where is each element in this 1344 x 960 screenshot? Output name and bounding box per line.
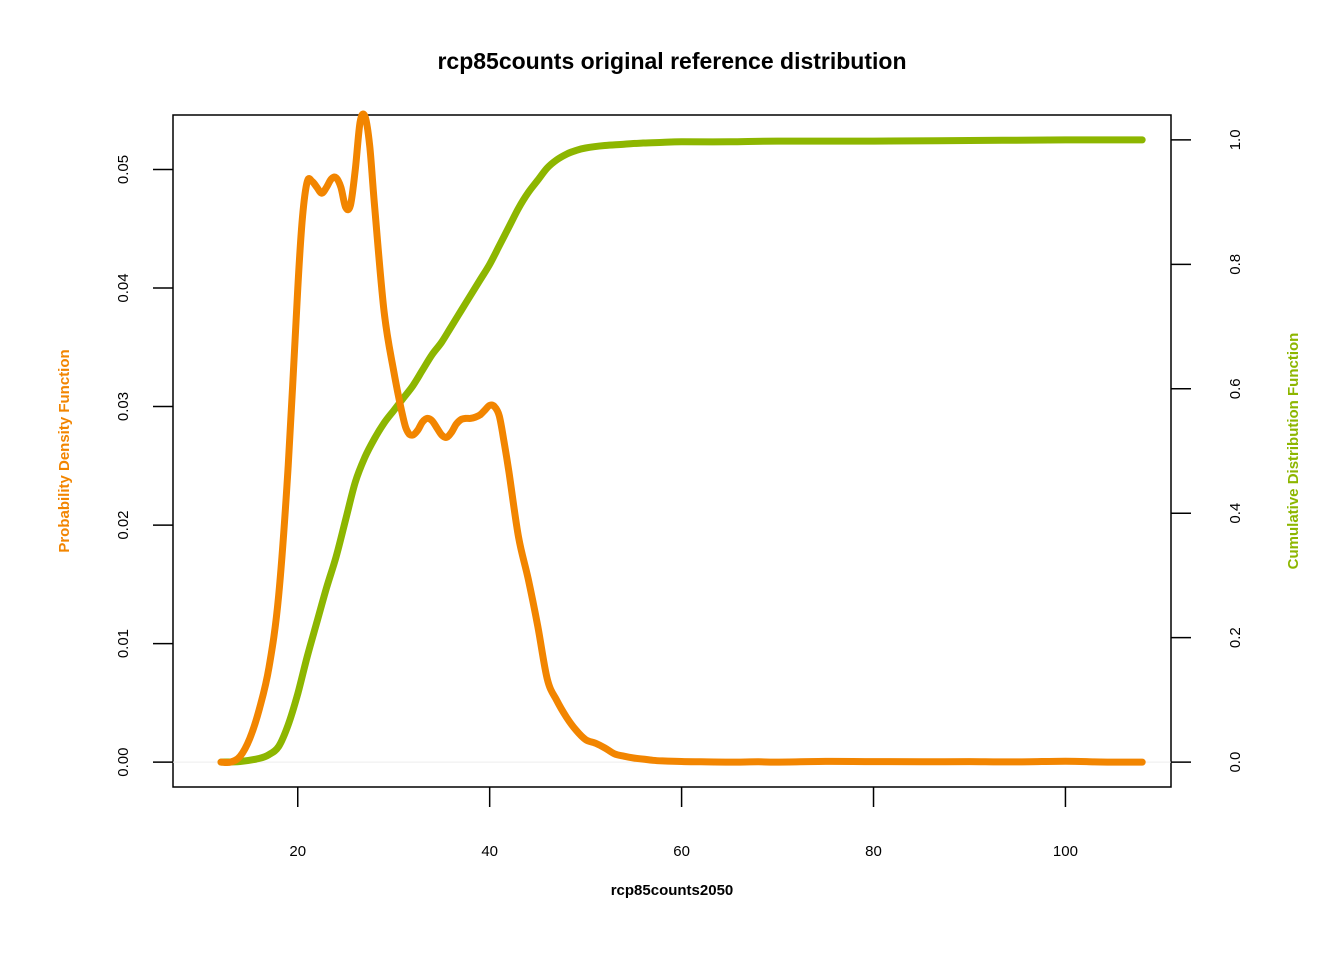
y-left-tick-label: 0.03 (115, 392, 132, 421)
x-axis: 20 40 60 80 100 (289, 787, 1078, 860)
y-axis-right: 0.0 0.2 0.4 0.6 0.8 1.0 (1171, 129, 1244, 773)
y-right-tick-label: 0.0 (1227, 752, 1244, 773)
x-tick-label: 80 (865, 843, 882, 860)
y-right-tick-label: 1.0 (1227, 129, 1244, 150)
cdf-series-line (217, 136, 1146, 766)
y-axis-left: 0.00 0.01 0.02 0.03 0.04 0.05 (115, 155, 173, 777)
y-left-tick-label: 0.05 (115, 155, 132, 184)
pdf-series-line (217, 110, 1146, 767)
y-right-tick-label: 0.4 (1227, 503, 1244, 524)
x-tick-label: 100 (1053, 843, 1078, 860)
y-right-tick-label: 0.2 (1227, 627, 1244, 648)
y-right-tick-label: 0.8 (1227, 254, 1244, 275)
y-left-tick-label: 0.02 (115, 510, 132, 539)
chart-title: rcp85counts original reference distribut… (437, 48, 906, 74)
x-tick-label: 20 (289, 843, 306, 860)
y-left-tick-label: 0.01 (115, 629, 132, 658)
y-left-tick-label: 0.00 (115, 748, 132, 777)
x-axis-label: rcp85counts2050 (611, 882, 734, 899)
y-axis-right-label: Cumulative Distribution Function (1285, 333, 1302, 570)
plot-frame (172, 114, 1172, 788)
y-right-tick-label: 0.6 (1227, 378, 1244, 399)
y-left-tick-label: 0.04 (115, 273, 132, 302)
x-tick-label: 40 (481, 843, 498, 860)
x-tick-label: 60 (673, 843, 690, 860)
y-axis-left-label: Probability Density Function (56, 349, 73, 552)
